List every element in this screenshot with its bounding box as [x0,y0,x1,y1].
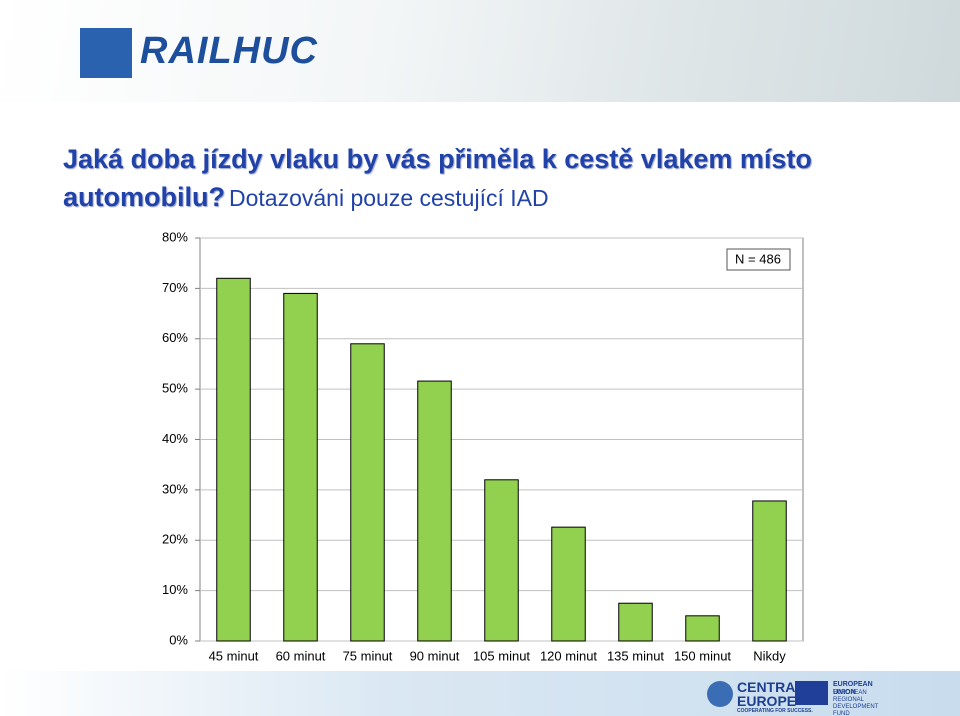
bar [283,292,318,642]
bar [350,343,385,642]
logo-mark [80,28,132,78]
program-icon [707,681,733,707]
y-tick-label: 50% [162,381,188,396]
footer: CENTRAL EUROPE COOPERATING FOR SUCCESS. … [0,671,960,716]
bar [417,380,452,642]
bar [216,277,251,642]
header: RAILHUC [0,0,960,102]
y-tick-label: 0% [169,632,188,647]
bar [551,526,586,642]
bar [484,479,519,642]
x-tick-label: 90 minut [410,648,460,663]
eu-label: EUROPEAN UNION [833,681,873,696]
x-tick-label: 150 minut [674,648,731,663]
y-tick-label: 10% [162,582,188,597]
x-tick-label: 105 minut [473,648,530,663]
y-tick-label: 60% [162,330,188,345]
y-tick-label: 70% [162,280,188,295]
title-block: Jaká doba jízdy vlaku by vás přiměla k c… [63,140,853,217]
y-tick-label: 20% [162,532,188,547]
bar [618,602,653,642]
bar [685,615,720,642]
chart-title: Jaká doba jízdy vlaku by vás přiměla k c… [63,144,812,212]
program-tagline: COOPERATING FOR SUCCESS. [737,708,813,714]
x-tick-label: 120 minut [540,648,597,663]
chart-subtitle: Dotazováni pouze cestující IAD [228,185,549,211]
eu-flag [795,681,828,705]
bar [752,500,787,642]
y-tick-label: 40% [162,431,188,446]
x-tick-label: 75 minut [343,648,393,663]
y-tick-label: 80% [162,229,188,244]
x-tick-label: 135 minut [607,648,664,663]
x-tick-label: Nikdy [753,648,786,663]
fund-label: EUROPEAN REGIONAL DEVELOPMENT FUND [833,690,879,716]
annotation-box [726,248,791,271]
x-tick-label: 60 minut [276,648,326,663]
annotation: N = 486 [735,251,781,266]
program-name: CENTRAL EUROPE [737,679,804,709]
logo: RAILHUC [140,30,318,72]
x-tick-label: 45 minut [209,648,259,663]
y-tick-label: 30% [162,481,188,496]
